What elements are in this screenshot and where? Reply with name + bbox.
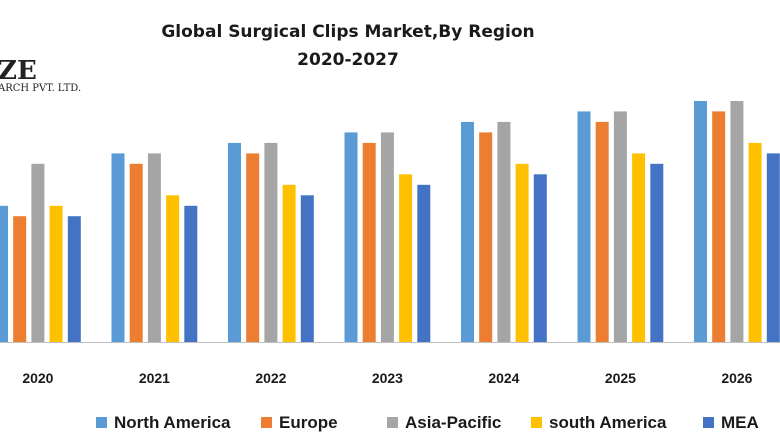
x-tick-label-2024: 2024	[488, 370, 519, 386]
bar-series-group	[0, 101, 780, 343]
bar-south-america-2021	[166, 195, 180, 342]
bar-mea-2026	[766, 153, 780, 342]
bar-europe-2026	[712, 111, 726, 343]
bar-north-america-2020	[0, 205, 8, 342]
bar-mea-2024	[533, 174, 547, 342]
bar-europe-2021	[129, 163, 143, 342]
legend-swatch	[703, 417, 714, 428]
legend-item-north-america: North America	[96, 413, 231, 432]
bar-north-america-2021	[111, 153, 125, 342]
bar-asia-pacific-2021	[147, 153, 161, 342]
bar-asia-pacific-2023	[380, 132, 394, 342]
bar-south-america-2026	[748, 142, 762, 342]
legend-label: Europe	[279, 413, 338, 432]
bar-asia-pacific-2025	[613, 111, 627, 343]
bar-europe-2023	[362, 142, 376, 342]
watermark-subtitle: ARCH PVT. LTD.	[0, 83, 81, 94]
bar-south-america-2023	[399, 174, 413, 342]
bar-europe-2022	[246, 153, 260, 342]
bar-mea-2023	[417, 184, 431, 342]
legend: North America Europe Asia-Pacific south Ame…	[96, 413, 759, 432]
legend-item-south-america: south America	[531, 413, 667, 432]
x-tick-label-2020: 2020	[22, 370, 53, 386]
watermark-brand: ZE	[0, 56, 37, 86]
bar-mea-2022	[300, 195, 314, 342]
bar-asia-pacific-2020	[31, 163, 45, 342]
bar-asia-pacific-2026	[730, 101, 744, 342]
bar-asia-pacific-2022	[264, 142, 278, 342]
chart-title: Global Surgical Clips Market,By Region	[161, 22, 534, 42]
bar-europe-2020	[13, 216, 27, 342]
x-tick-label-2023: 2023	[372, 370, 403, 386]
bar-asia-pacific-2024	[497, 121, 511, 343]
bar-north-america-2024	[461, 121, 474, 343]
bar-europe-2025	[595, 121, 609, 343]
bar-europe-2024	[479, 132, 493, 342]
legend-item-asia-pacific: Asia-Pacific	[387, 413, 501, 432]
legend-swatch	[261, 417, 272, 428]
legend-item-mea: MEA	[703, 413, 759, 432]
x-tick-labels: 2020 2021 2022 2023 2024 2025 2026	[22, 370, 752, 386]
x-tick-label-2026: 2026	[721, 370, 752, 386]
bar-south-america-2022	[282, 184, 296, 342]
bar-north-america-2025	[577, 111, 591, 343]
legend-label: North America	[114, 413, 231, 432]
bar-south-america-2024	[515, 163, 529, 342]
x-tick-label-2021: 2021	[139, 370, 170, 386]
watermark-logo: ZE ARCH PVT. LTD.	[0, 56, 81, 94]
legend-swatch	[531, 417, 542, 428]
bar-north-america-2022	[228, 142, 241, 342]
chart-subtitle: 2020-2027	[297, 50, 399, 70]
legend-swatch	[387, 417, 398, 428]
legend-label: Asia-Pacific	[405, 413, 501, 432]
x-tick-label-2022: 2022	[255, 370, 286, 386]
bar-north-america-2026	[694, 101, 707, 342]
bar-mea-2020	[67, 216, 81, 342]
bar-mea-2025	[650, 163, 664, 342]
bar-south-america-2020	[49, 205, 63, 342]
bar-north-america-2023	[344, 132, 358, 342]
legend-label: south America	[549, 413, 667, 432]
bar-south-america-2025	[632, 153, 646, 342]
x-tick-label-2025: 2025	[605, 370, 636, 386]
legend-item-europe: Europe	[261, 413, 338, 432]
bar-mea-2021	[184, 205, 198, 342]
legend-swatch	[96, 417, 107, 428]
legend-label: MEA	[721, 413, 759, 432]
